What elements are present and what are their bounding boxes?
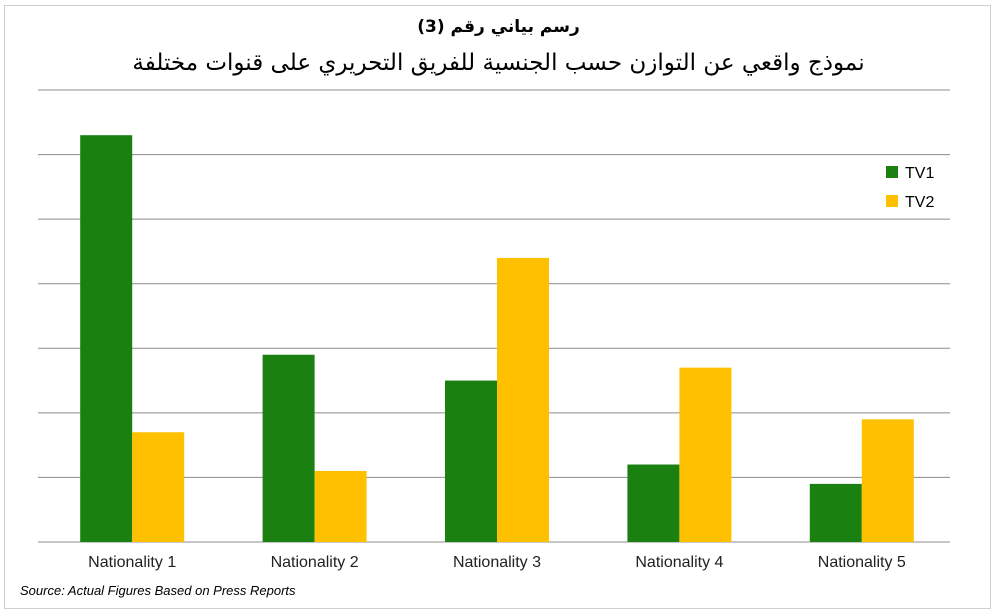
bar-tv2-2 (314, 470, 367, 542)
bar-tv1-4 (627, 464, 680, 542)
bar-tv1-3 (445, 380, 497, 542)
chart-subtitle: نموذج واقعي عن التوازن حسب الجنسية للفري… (132, 50, 865, 76)
x-tick-label: Nationality 4 (635, 554, 723, 571)
bar-tv2-1 (132, 432, 185, 542)
bar-tv1-5 (809, 483, 862, 542)
bar-tv2-3 (497, 257, 549, 542)
bar-tv2-4 (679, 367, 732, 542)
bar-tv2-5 (861, 419, 914, 542)
source-note: Source: Actual Figures Based on Press Re… (20, 583, 296, 598)
x-tick-label: Nationality 5 (818, 554, 906, 571)
legend-label-tv2: TV2 (905, 194, 934, 211)
bar-tv1-2 (262, 354, 315, 542)
x-tick-label: Nationality 3 (453, 554, 541, 571)
chart-title: رسم بياني رقم (3) (417, 17, 580, 37)
x-tick-label: Nationality 2 (271, 554, 359, 571)
x-tick-label: Nationality 1 (88, 554, 176, 571)
legend-label-tv1: TV1 (905, 165, 934, 182)
legend-swatch-tv1 (886, 166, 898, 178)
legend-swatch-tv2 (886, 195, 898, 207)
bar-tv1-1 (80, 135, 133, 542)
